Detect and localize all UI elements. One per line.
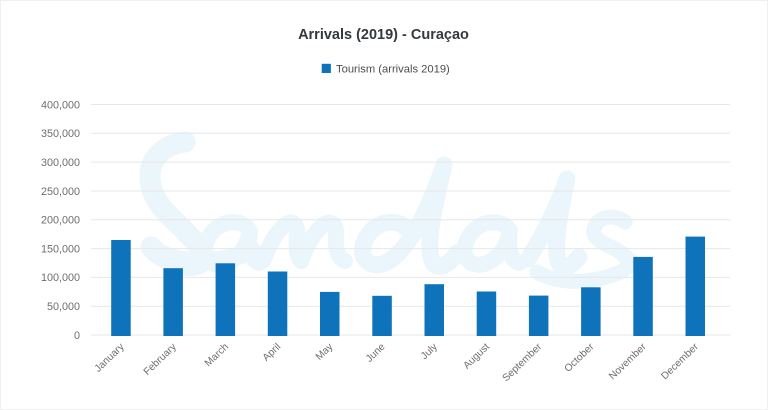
- svg-text:April: April: [261, 342, 283, 364]
- svg-text:200,000: 200,000: [41, 215, 80, 227]
- svg-text:January: January: [93, 341, 127, 375]
- svg-text:February: February: [142, 341, 180, 378]
- svg-text:March: March: [203, 342, 231, 370]
- svg-text:400,000: 400,000: [41, 99, 80, 111]
- svg-text:November: November: [607, 341, 649, 382]
- svg-text:Arrivals (2019) - Curaçao: Arrivals (2019) - Curaçao: [298, 27, 469, 43]
- svg-text:June: June: [364, 341, 388, 364]
- svg-text:December: December: [659, 341, 701, 382]
- svg-text:100,000: 100,000: [41, 272, 80, 284]
- svg-text:September: September: [501, 341, 545, 384]
- svg-text:150,000: 150,000: [41, 243, 80, 255]
- svg-text:350,000: 350,000: [41, 128, 80, 140]
- svg-text:October: October: [563, 341, 597, 375]
- svg-text:August: August: [462, 341, 493, 371]
- svg-text:50,000: 50,000: [47, 301, 80, 313]
- svg-text:0: 0: [74, 330, 80, 342]
- svg-text:Tourism (arrivals 2019): Tourism (arrivals 2019): [336, 64, 450, 76]
- svg-text:May: May: [314, 341, 336, 363]
- svg-text:300,000: 300,000: [41, 157, 80, 169]
- svg-text:July: July: [419, 341, 440, 362]
- svg-text:250,000: 250,000: [41, 186, 80, 198]
